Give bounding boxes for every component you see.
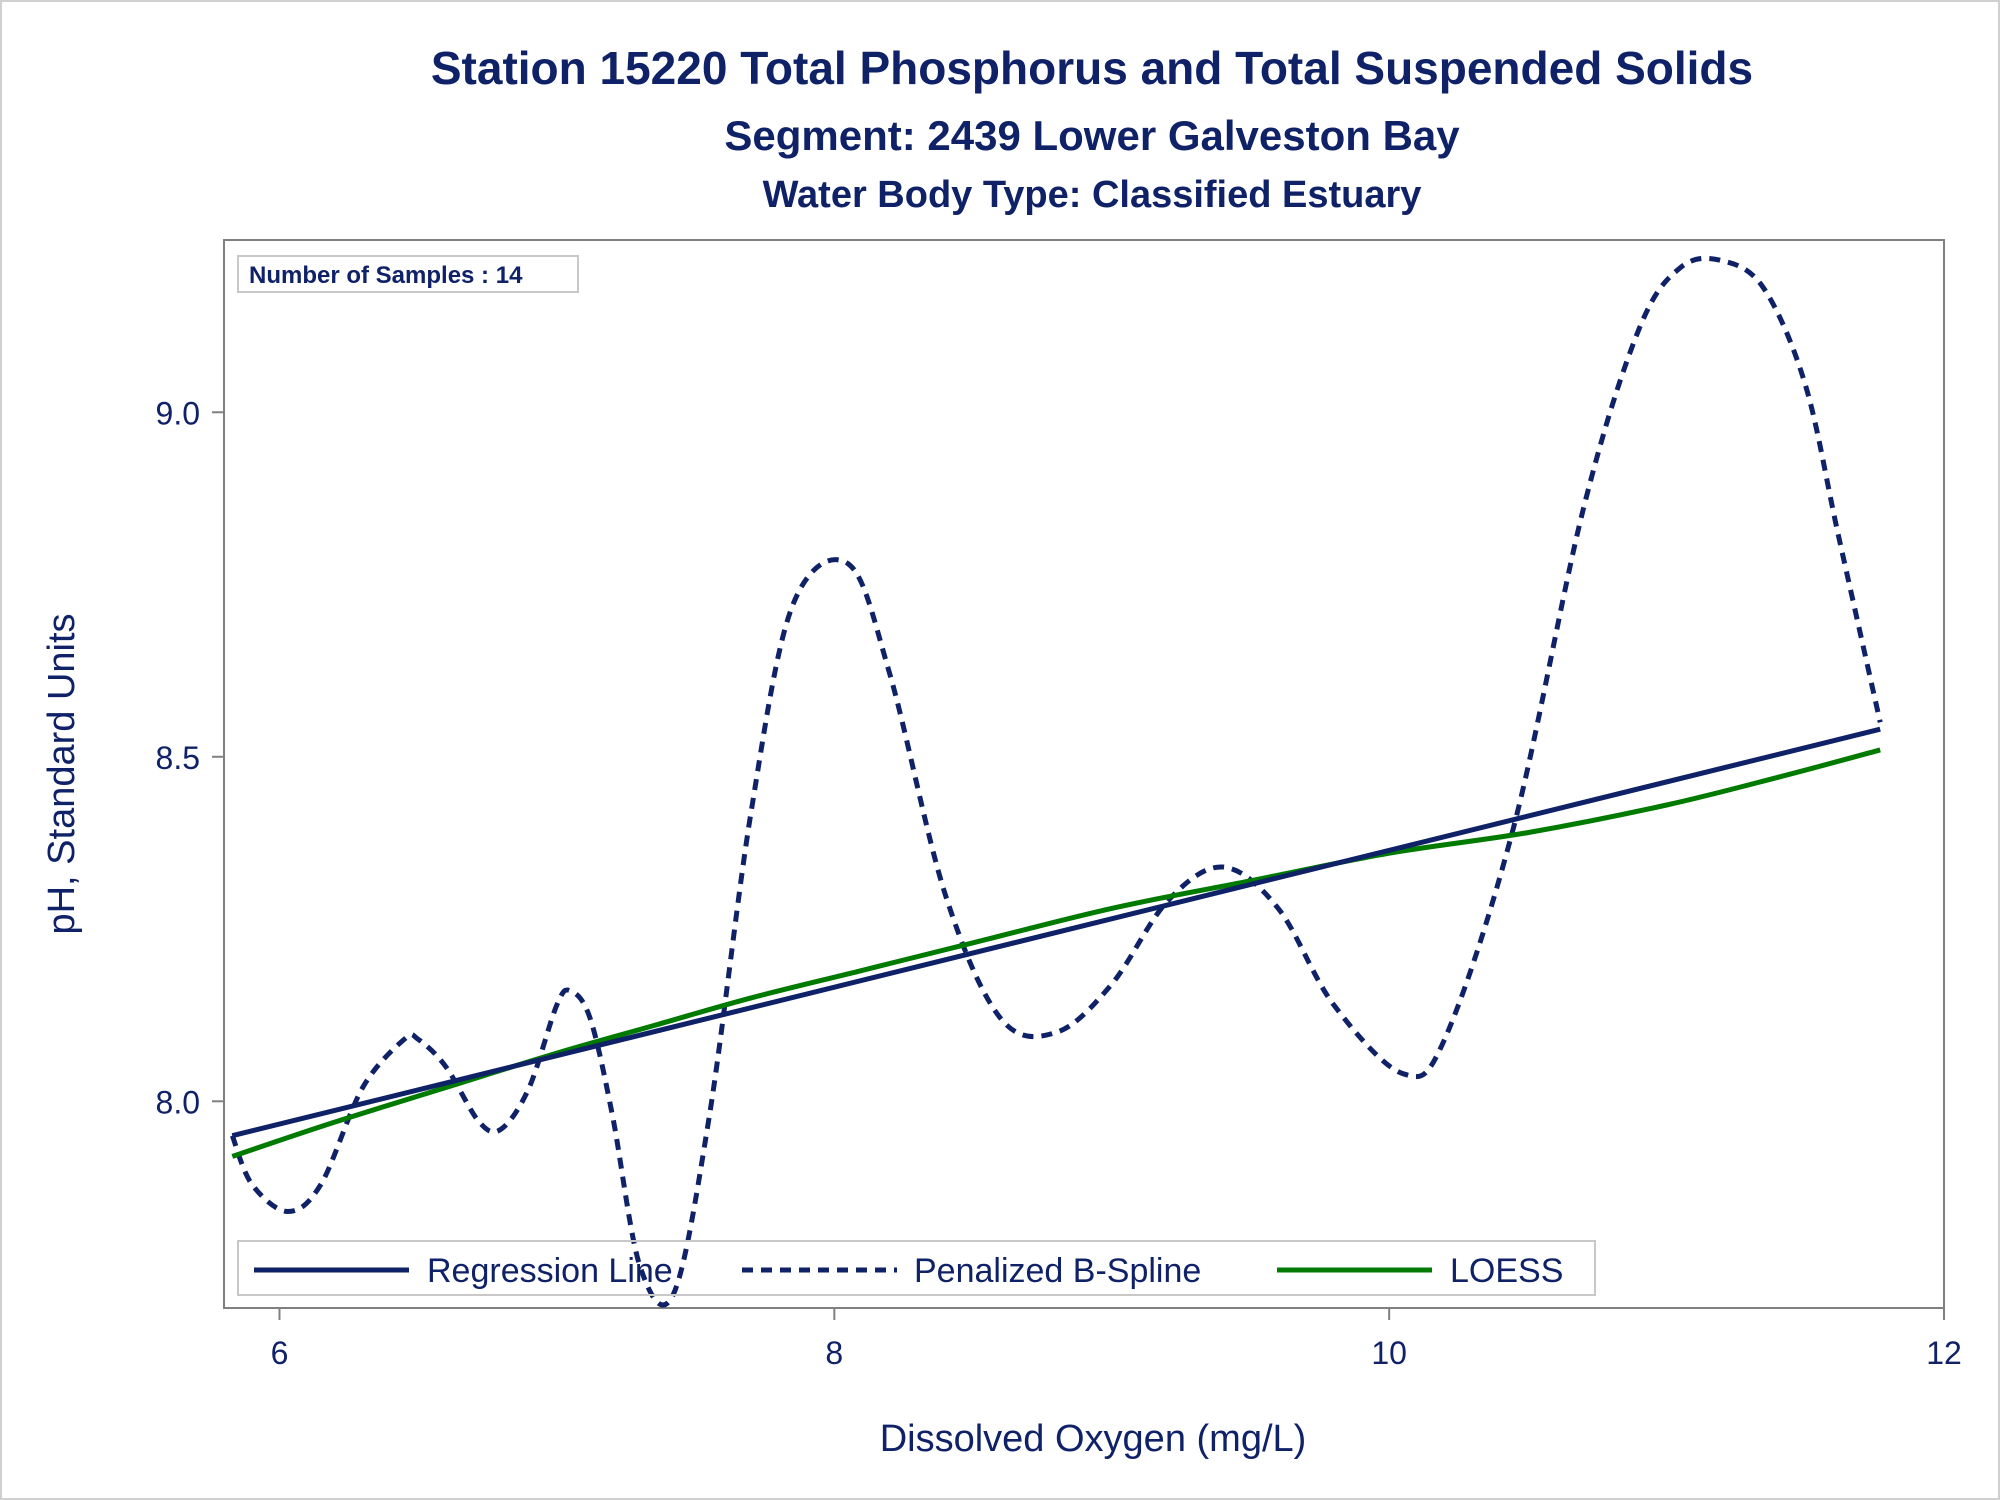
x-axis: 6 8 10 12 [271, 1308, 1962, 1371]
chart-subtitle: Segment: 2439 Lower Galveston Bay [724, 112, 1460, 159]
x-tick-label: 10 [1371, 1335, 1407, 1371]
series-layer [229, 255, 1883, 1308]
y-tick-label: 8.0 [156, 1084, 200, 1120]
legend-label-regression-line: Regression Line [427, 1252, 673, 1290]
x-tick-label: 12 [1926, 1335, 1962, 1371]
series-line-penalized-b-spline [229, 255, 1883, 1308]
chart-title: Station 15220 Total Phosphorus and Total… [431, 42, 1753, 94]
legend-label-loess: LOESS [1450, 1252, 1563, 1290]
y-tick-label: 9.0 [156, 395, 200, 431]
x-tick-label: 8 [825, 1335, 843, 1371]
x-tick-label: 6 [271, 1335, 289, 1371]
y-tick-label: 8.5 [156, 740, 200, 776]
plot-area [223, 239, 1945, 1309]
series-line-regression-line [231, 726, 1881, 1139]
legend-box [237, 1240, 1596, 1296]
sample-count-box: Number of Samples : 14 [237, 255, 579, 293]
legend-label-penalized-b-spline: Penalized B-Spline [914, 1252, 1201, 1290]
x-axis-label: Dissolved Oxygen (mg/L) [880, 1418, 1307, 1460]
sample-count-text: Number of Samples : 14 [249, 262, 523, 289]
legend: Regression Line Penalized B-Spline LOESS [237, 1240, 1596, 1296]
y-axis: 8.0 8.5 9.0 [156, 395, 224, 1120]
chart-subtitle-2: Water Body Type: Classified Estuary [763, 174, 1422, 216]
y-axis-label: pH, Standard Units [41, 613, 83, 934]
